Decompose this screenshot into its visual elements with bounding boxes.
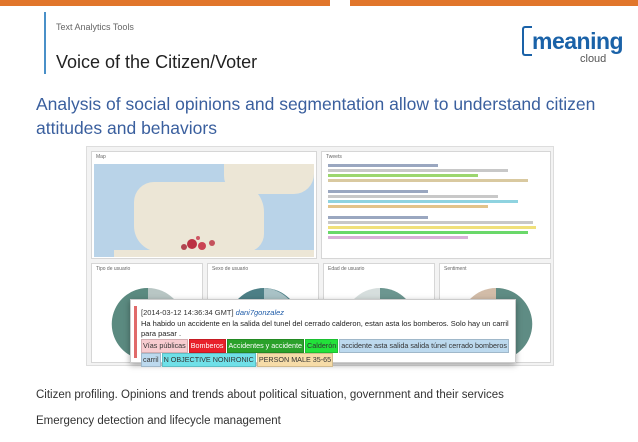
tweet-user-link[interactable]: dani7gonzalez (235, 308, 285, 317)
analysis-tags: Vías públicas Bomberos Accidentes y accide… (141, 339, 515, 367)
map-land-africa (114, 250, 314, 257)
pie-title: Sexo de usuario (212, 266, 249, 272)
map-panel-title: Map (96, 154, 106, 160)
bullet-emergency-detection: Emergency detection and lifecycle manage… (36, 415, 281, 427)
top-accent-bar (0, 0, 638, 6)
tweet-line (328, 169, 508, 172)
analysis-tag: N OBJECTIVE NONIRONIC (161, 353, 256, 367)
tweet-line (328, 164, 438, 167)
slide-title: Voice of the Citizen/Voter (56, 52, 258, 72)
tweet-text: Ha habido un accidente en la salida del … (141, 319, 509, 338)
slide-headline: Analysis of social opinions and segmenta… (36, 94, 596, 138)
map-hotspots (181, 236, 215, 250)
top-accent-white (330, 0, 350, 6)
tweets-panel: Tweets (321, 151, 551, 259)
tweet-line (328, 216, 428, 219)
pie-title: Sentiment (444, 266, 467, 272)
dashboard-screenshot: Map Tweets Tipo de usua (86, 146, 554, 366)
analysis-tag: Accidentes y accidente (226, 339, 305, 353)
slide-header: Text Analytics Tools Voice of the Citize… (44, 12, 514, 74)
logo-bracket-icon (522, 26, 532, 56)
tweet-line (328, 190, 428, 193)
pie-title: Tipo de usuario (96, 266, 131, 272)
tweet-callout: [2014-03-12 14:36:34 GMT] dani7gonzalez … (130, 299, 516, 367)
meaningcloud-logo: meaning cloud (518, 26, 628, 70)
pie-title: Edad de usuario (328, 266, 365, 272)
map-land-france (224, 164, 314, 194)
spain-map (94, 164, 314, 257)
analysis-tag: Vías públicas (141, 339, 188, 353)
tweet-line (328, 174, 478, 177)
analysis-tag: carril (141, 353, 161, 367)
tweet-timestamp: [2014-03-12 14:36:34 GMT] (141, 308, 234, 317)
logo-word: meaning (532, 28, 624, 54)
tweet-line (328, 231, 528, 234)
tweet-line (328, 179, 528, 182)
callout-accent-bar (134, 306, 137, 358)
analysis-tag: Bomberos (188, 339, 226, 353)
bullet-citizen-profiling: Citizen profiling. Opinions and trends a… (36, 389, 504, 401)
tweet-line (328, 195, 498, 198)
tweet-line (328, 200, 518, 203)
analysis-tag: Calderón (305, 339, 339, 353)
top-accent-orange-right (350, 0, 638, 6)
tweet-line (328, 221, 533, 224)
top-accent-orange (0, 0, 330, 6)
tweet-meta: [2014-03-12 14:36:34 GMT] dani7gonzalez (141, 308, 284, 317)
tweet-line (328, 205, 488, 208)
section-kicker: Text Analytics Tools (56, 22, 134, 32)
tweet-line (328, 236, 468, 239)
tweet-line (328, 226, 536, 229)
analysis-tag: accidente asta salida salida túnel cerra… (339, 339, 510, 353)
tweets-panel-title: Tweets (326, 154, 342, 160)
analysis-tag: PERSON MALE 35-65 (256, 353, 334, 367)
map-panel: Map (91, 151, 317, 259)
logo-sub: cloud (580, 53, 607, 65)
